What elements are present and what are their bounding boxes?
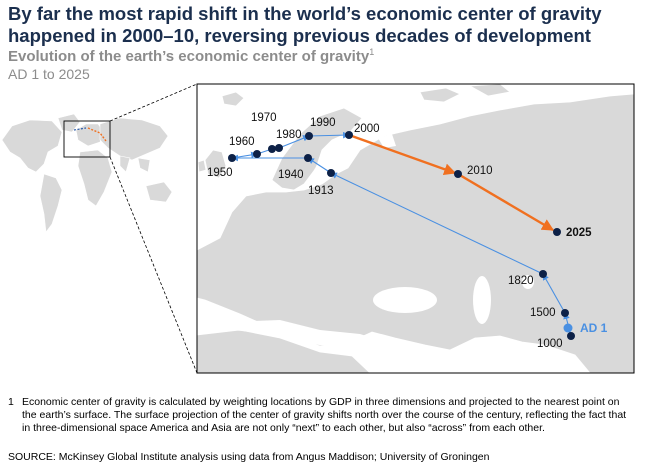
mediterranean-sea-shape xyxy=(230,320,385,348)
subtitle-text: Evolution of the earth’s economic center… xyxy=(8,48,370,65)
date-range: AD 1 to 2025 xyxy=(8,66,90,82)
path-points: AD 1 1000 1500 1820 1913 1940 1950 1960 … xyxy=(207,112,608,350)
point-2025 xyxy=(553,228,561,236)
point-1820 xyxy=(539,270,547,278)
point-ad1 xyxy=(563,323,573,333)
greenland-shape xyxy=(57,113,81,133)
subtitle: Evolution of the earth’s economic center… xyxy=(8,47,374,65)
path-seg-1980-1990 xyxy=(278,135,310,149)
point-1940 xyxy=(304,154,312,162)
north-sea-shape xyxy=(226,166,266,190)
point-1000 xyxy=(567,332,575,340)
south-america-shape xyxy=(39,173,63,233)
arctic-islands-shape xyxy=(419,87,461,103)
source-note: SOURCE: McKinsey Global Institute analys… xyxy=(8,451,490,463)
arctic-islands-shape-2 xyxy=(468,84,511,97)
path-seg-1950-1960 xyxy=(231,151,258,159)
zoom-connector-top xyxy=(109,83,198,122)
point-1970 xyxy=(268,145,276,153)
label-2010: 2010 xyxy=(467,165,493,177)
path-seg-2000-2010 xyxy=(348,133,457,176)
footnote-number: 1 xyxy=(8,396,14,408)
footnote-text: Economic center of gravity is calculated… xyxy=(22,396,627,434)
ireland-shape xyxy=(197,159,207,173)
britain-shape xyxy=(204,149,227,179)
recent-path xyxy=(348,133,555,232)
north-america-shape xyxy=(1,119,63,173)
label-1980: 1980 xyxy=(276,129,302,141)
label-1990: 1990 xyxy=(310,117,336,129)
label-1500: 1500 xyxy=(530,307,556,319)
point-1950 xyxy=(228,154,236,162)
label-1970: 1970 xyxy=(251,112,277,124)
label-1960: 1960 xyxy=(229,136,255,148)
point-1990 xyxy=(305,132,313,140)
label-1940: 1940 xyxy=(278,169,304,181)
label-2025: 2025 xyxy=(566,227,592,239)
path-seg-1913-1940 xyxy=(307,157,332,174)
africa-shape xyxy=(77,149,113,207)
label-2000: 2000 xyxy=(354,123,380,135)
scandinavia-shape xyxy=(271,107,363,191)
world-overview-map xyxy=(1,113,173,233)
label-ad1: AD 1 xyxy=(580,321,608,335)
label-1820: 1820 xyxy=(508,275,534,287)
point-2010 xyxy=(454,170,462,178)
australia-shape xyxy=(145,181,173,203)
baltic-sea-shape xyxy=(314,148,340,184)
path-seg-1990-2000 xyxy=(308,131,350,139)
label-1913: 1913 xyxy=(308,185,334,197)
aral-sea-shape xyxy=(522,275,534,289)
point-2000 xyxy=(345,131,353,139)
point-1500 xyxy=(561,309,569,317)
detail-map-water xyxy=(226,134,534,348)
point-1960 xyxy=(253,150,261,158)
india-shape xyxy=(119,155,131,173)
caspian-sea-shape xyxy=(473,276,491,324)
iceland-shape xyxy=(221,91,245,107)
detail-map-land xyxy=(197,84,634,373)
mini-recent-path xyxy=(87,127,107,142)
white-sea-shape xyxy=(378,134,396,148)
path-seg-1500-1820 xyxy=(542,273,566,314)
southeast-asia-shape xyxy=(137,157,151,173)
detail-map-border xyxy=(196,83,635,374)
path-seg-1820-1913 xyxy=(330,172,544,275)
path-seg-2010-2025 xyxy=(457,172,555,232)
asia-shape xyxy=(99,117,169,161)
zoom-connector-bottom xyxy=(109,156,198,374)
point-1980 xyxy=(275,144,283,152)
headline: By far the most rapid shift in the world… xyxy=(8,3,602,46)
point-1913 xyxy=(327,169,335,177)
label-1000: 1000 xyxy=(537,338,563,350)
zoom-region-box xyxy=(63,120,111,158)
label-1950: 1950 xyxy=(207,167,233,179)
footnote-marker: 1 xyxy=(369,47,375,57)
black-sea-shape xyxy=(373,287,437,313)
